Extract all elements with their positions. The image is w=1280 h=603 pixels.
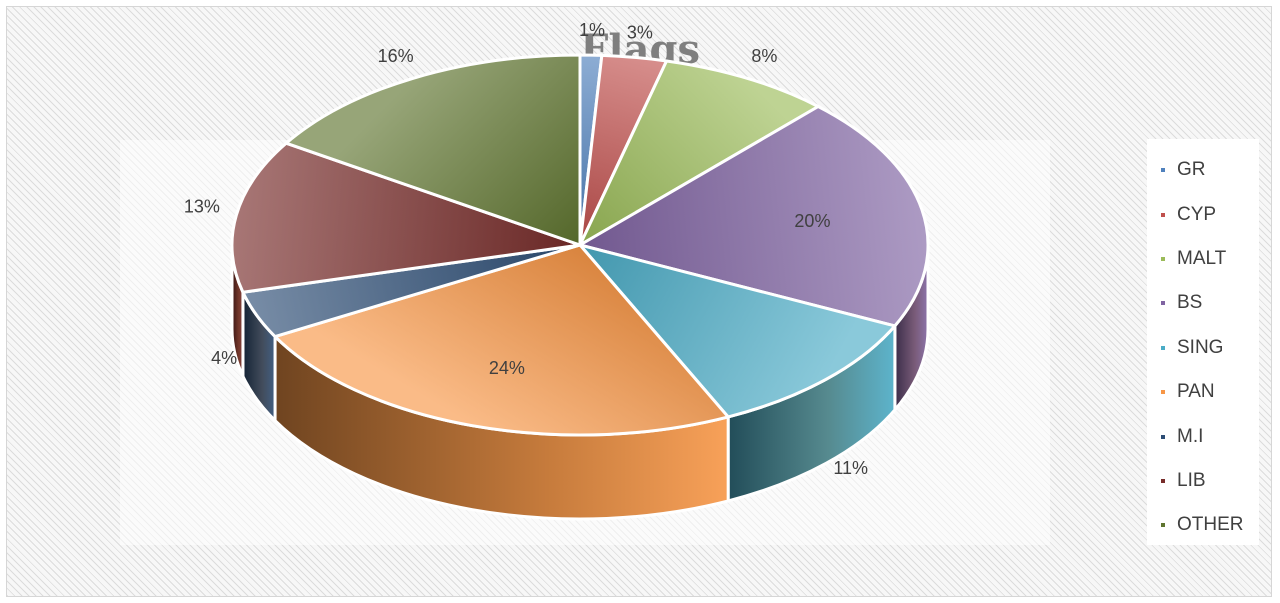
legend-label: LIB <box>1177 469 1206 491</box>
legend-swatch <box>1161 478 1165 483</box>
pie-slice-sing <box>578 243 897 419</box>
legend-item-m-i: M.I <box>1147 414 1259 458</box>
pie-slice-pan <box>273 243 730 437</box>
legend-item-malt: MALT <box>1147 237 1259 281</box>
legend-swatch <box>1161 390 1165 395</box>
legend-item-pan: PAN <box>1147 370 1259 414</box>
data-label-sing: 11% <box>833 458 868 478</box>
legend-swatch <box>1161 256 1165 261</box>
legend-swatch <box>1161 345 1165 350</box>
legend-swatch <box>1161 301 1165 306</box>
legend-item-bs: BS <box>1147 281 1259 325</box>
data-label-bs: 20% <box>794 211 830 231</box>
pie-slice-malt <box>578 59 820 247</box>
legend: GR CYP MALT BS SING PAN M.I LIB OTHER <box>1147 139 1259 545</box>
legend-label: BS <box>1177 292 1203 314</box>
data-label-lib: 13% <box>184 196 220 216</box>
legend-item-sing: SING <box>1147 326 1259 370</box>
legend-item-gr: GR <box>1147 148 1259 192</box>
legend-swatch <box>1161 434 1165 439</box>
data-label-other: 16% <box>378 46 414 66</box>
data-label-malt: 8% <box>751 46 777 66</box>
legend-label: OTHER <box>1177 514 1244 536</box>
legend-item-other: OTHER <box>1147 503 1259 547</box>
legend-label: SING <box>1177 336 1224 358</box>
legend-swatch <box>1161 523 1165 528</box>
legend-item-lib: LIB <box>1147 459 1259 503</box>
legend-item-cyp: CYP <box>1147 192 1259 236</box>
pie-slice-bs <box>578 104 930 328</box>
legend-swatch <box>1161 212 1165 217</box>
data-label-m-i: 4% <box>211 348 237 368</box>
data-label-pan: 24% <box>489 358 525 378</box>
legend-swatch <box>1161 168 1165 173</box>
legend-label: CYP <box>1177 203 1217 225</box>
data-label-cyp: 3% <box>627 23 653 43</box>
legend-label: MALT <box>1177 247 1227 269</box>
data-label-gr: 1% <box>579 20 605 40</box>
legend-label: GR <box>1177 159 1206 181</box>
legend-label: M.I <box>1177 425 1204 447</box>
pie-slice-other <box>284 53 582 247</box>
pie-slice-lib <box>230 141 582 294</box>
legend-label: PAN <box>1177 381 1215 403</box>
